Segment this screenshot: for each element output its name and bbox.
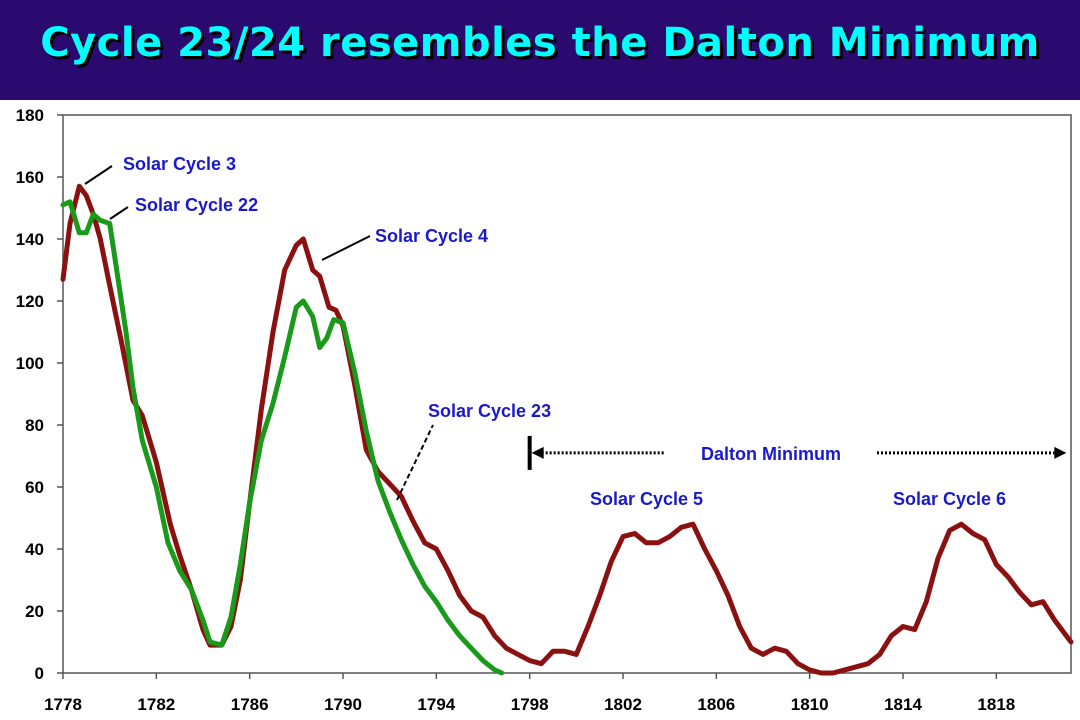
plot-area bbox=[62, 114, 1072, 674]
x-tick-label: 1778 bbox=[44, 695, 82, 714]
y-tick-label: 0 bbox=[35, 664, 44, 683]
annotation-solar-cycle-5: Solar Cycle 5 bbox=[590, 489, 703, 509]
annotation-solar-cycle-3-leader bbox=[84, 165, 113, 185]
x-tick-label: 1814 bbox=[884, 695, 922, 714]
x-tick-label: 1794 bbox=[417, 695, 455, 714]
x-tick-label: 1786 bbox=[231, 695, 269, 714]
y-tick-label: 140 bbox=[16, 230, 44, 249]
y-tick-label: 120 bbox=[16, 292, 44, 311]
annotation-solar-cycle-4-leader bbox=[321, 235, 371, 261]
annotation-solar-cycle-23: Solar Cycle 23 bbox=[428, 401, 551, 421]
series-line-cycles-22-23 bbox=[60, 199, 505, 676]
annotation-solar-cycle-6: Solar Cycle 6 bbox=[893, 489, 1006, 509]
y-tick-label: 180 bbox=[16, 106, 44, 125]
y-tick-label: 60 bbox=[25, 478, 44, 497]
annotation-dalton-minimum: Dalton Minimum bbox=[701, 444, 841, 464]
y-tick-label: 40 bbox=[25, 540, 44, 559]
y-tick-label: 20 bbox=[25, 602, 44, 621]
annotation-solar-cycle-4: Solar Cycle 4 bbox=[375, 226, 488, 246]
annotation-solar-cycle-22-leader bbox=[109, 206, 129, 220]
y-tick-label: 100 bbox=[16, 354, 44, 373]
x-tick-label: 1810 bbox=[791, 695, 829, 714]
header-bar: Cycle 23/24 resembles the Dalton Minimum bbox=[0, 0, 1080, 100]
x-tick-label: 1790 bbox=[324, 695, 362, 714]
slide-title: Cycle 23/24 resembles the Dalton Minimum bbox=[40, 20, 1040, 66]
annotations: Solar Cycle 3 Solar Cycle 22 Solar Cycle 4… bbox=[84, 154, 1067, 509]
sunspot-chart: 0 20 40 60 80 100 120 140 160 180 1778 1782 1786 179… bbox=[16, 106, 1074, 714]
dalton-arrowhead-right bbox=[1054, 446, 1067, 459]
x-tick-label: 1818 bbox=[977, 695, 1015, 714]
x-tick-label: 1798 bbox=[511, 695, 549, 714]
x-tick-label: 1806 bbox=[697, 695, 735, 714]
y-axis: 0 20 40 60 80 100 120 140 160 180 bbox=[16, 106, 63, 683]
y-tick-label: 80 bbox=[25, 416, 44, 435]
annotation-solar-cycle-22: Solar Cycle 22 bbox=[135, 195, 258, 215]
annotation-solar-cycle-23-leader bbox=[396, 424, 434, 501]
annotation-solar-cycle-3: Solar Cycle 3 bbox=[123, 154, 236, 174]
x-axis: 1778 1782 1786 1790 1794 1798 1802 1806 1810 1814… bbox=[44, 673, 1015, 714]
dalton-arrowhead-left bbox=[531, 446, 544, 459]
series-group bbox=[60, 183, 1074, 676]
y-tick-label: 160 bbox=[16, 168, 44, 187]
x-tick-label: 1802 bbox=[604, 695, 642, 714]
x-tick-label: 1782 bbox=[137, 695, 175, 714]
